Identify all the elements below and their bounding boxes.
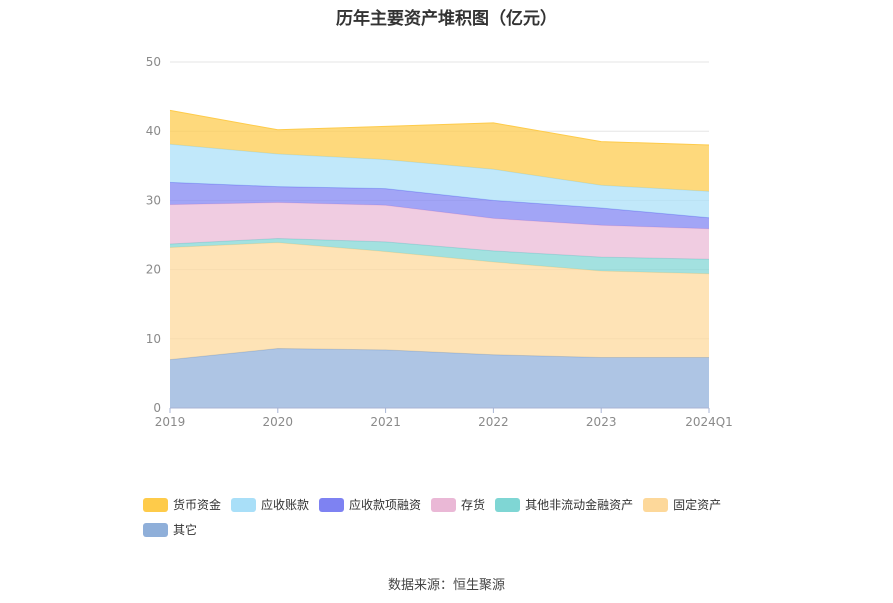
area-3: [170, 202, 709, 260]
legend-label: 应收账款: [261, 498, 310, 512]
area-series: [169, 109, 710, 408]
x-tick-label: 2021: [370, 415, 401, 429]
x-tick-label: 2022: [478, 415, 509, 429]
area-2: [170, 238, 709, 274]
legend-item[interactable]: 其他非流动金融资产: [495, 496, 633, 513]
area-line-6: [169, 109, 710, 146]
legend-label: 其他非流动金融资产: [525, 498, 634, 512]
legend-swatch: [495, 497, 521, 512]
legend-swatch: [319, 497, 345, 512]
legend-swatch: [231, 497, 257, 512]
legend-swatch: [143, 522, 168, 537]
legend-swatch: [431, 497, 457, 512]
legend-label: 其它: [173, 523, 198, 537]
x-tick-label: 2023: [586, 415, 617, 429]
chart-title: 历年主要资产堆积图（亿元）: [336, 9, 557, 29]
legend-label: 存货: [461, 498, 486, 512]
area-1: [170, 242, 709, 360]
x-tick-label: 2020: [263, 415, 294, 429]
y-tick-label: 0: [153, 401, 161, 415]
legend: 货币资金 应收账款 应收款项融资 存货 其他非流动金融资产 固定资产其它: [143, 496, 783, 538]
x-tick-label: 2024Q1: [685, 415, 733, 429]
legend-swatch: [143, 497, 168, 512]
data-source: 数据来源：恒生聚源: [387, 578, 505, 593]
legend-item[interactable]: 固定资产: [643, 496, 721, 513]
y-tick-label: 40: [146, 124, 161, 138]
stacked-area-chart: 0 10 20 30 40 50 2019 2020 2021 2022 2023 2024Q1: [146, 55, 733, 429]
axes: 0 10 20 30 40 50 2019 2020 2021 2022 2023 2024Q1: [146, 55, 733, 429]
legend-label: 应收款项融资: [349, 498, 422, 512]
y-tick-label: 20: [146, 263, 161, 277]
legend-label: 固定资产: [673, 498, 722, 512]
legend-item[interactable]: 应收账款: [231, 496, 309, 513]
y-tick-label: 50: [146, 55, 161, 69]
legend-item[interactable]: 存货: [431, 496, 485, 513]
legend-item[interactable]: 其它: [143, 521, 197, 538]
area-4: [170, 182, 709, 229]
x-tick-label: 2019: [155, 415, 186, 429]
area-6: [170, 110, 709, 192]
legend-swatch: [643, 497, 669, 512]
y-tick-label: 30: [146, 193, 161, 207]
legend-item[interactable]: 应收款项融资: [319, 496, 421, 513]
legend-label: 货币资金: [173, 498, 222, 512]
legend-item[interactable]: 货币资金: [143, 496, 221, 513]
area-5: [170, 144, 709, 218]
area-0: [170, 348, 709, 408]
y-tick-label: 10: [146, 332, 161, 346]
